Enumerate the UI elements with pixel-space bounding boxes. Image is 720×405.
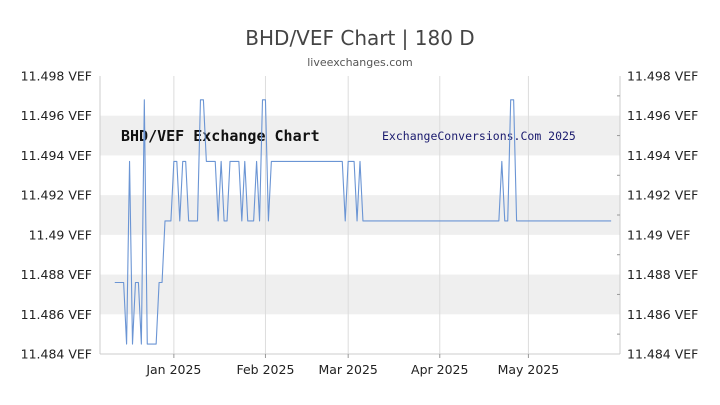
watermark-right: ExchangeConversions.Com 2025 — [382, 129, 576, 143]
y-tick-label-right: 11.49 VEF — [627, 227, 690, 242]
chart-subtitle: liveexchanges.com — [307, 56, 413, 69]
y-tick-label-right: 11.486 VEF — [627, 307, 698, 322]
chart-title: BHD/VEF Chart | 180 D — [245, 26, 475, 50]
y-tick-label-left: 11.484 VEF — [21, 347, 92, 362]
x-axis: Jan 2025 Feb 2025 Mar 2025 Apr 2025 May 2025 — [145, 354, 559, 377]
y-tick-label-right: 11.488 VEF — [627, 267, 698, 282]
watermark-left: BHD/VEF Exchange Chart — [121, 127, 320, 145]
plot-band — [100, 115, 620, 156]
x-tick-label: Mar 2025 — [318, 362, 377, 377]
plot-band — [100, 274, 620, 315]
y-axis-right: 11.498 VEF 11.496 VEF 11.494 VEF 11.492 VEF… — [617, 69, 698, 362]
x-tick-label: May 2025 — [498, 362, 560, 377]
plot-bands — [100, 115, 620, 315]
y-tick-label-left: 11.494 VEF — [21, 148, 92, 163]
series-line-group — [114, 99, 612, 345]
y-tick-label-right: 11.492 VEF — [627, 188, 698, 203]
plot-band — [100, 195, 620, 235]
y-tick-label-left: 11.486 VEF — [21, 307, 92, 322]
x-tick-label: Jan 2025 — [145, 362, 201, 377]
series-line — [114, 99, 612, 345]
y-tick-label-right: 11.496 VEF — [627, 108, 698, 123]
x-tick-label: Feb 2025 — [236, 362, 294, 377]
y-axis-left: 11.498 VEF 11.496 VEF 11.494 VEF 11.492 VEF… — [21, 69, 92, 362]
y-tick-label-left: 11.496 VEF — [21, 108, 92, 123]
y-tick-label-right: 11.498 VEF — [627, 69, 698, 84]
y-tick-label-left: 11.49 VEF — [29, 227, 92, 242]
y-tick-label-left: 11.488 VEF — [21, 267, 92, 282]
y-tick-label-right: 11.484 VEF — [627, 347, 698, 362]
y-tick-label-left: 11.492 VEF — [21, 188, 92, 203]
y-tick-label-right: 11.494 VEF — [627, 148, 698, 163]
x-tick-label: Apr 2025 — [411, 362, 468, 377]
y-tick-label-left: 11.498 VEF — [21, 69, 92, 84]
